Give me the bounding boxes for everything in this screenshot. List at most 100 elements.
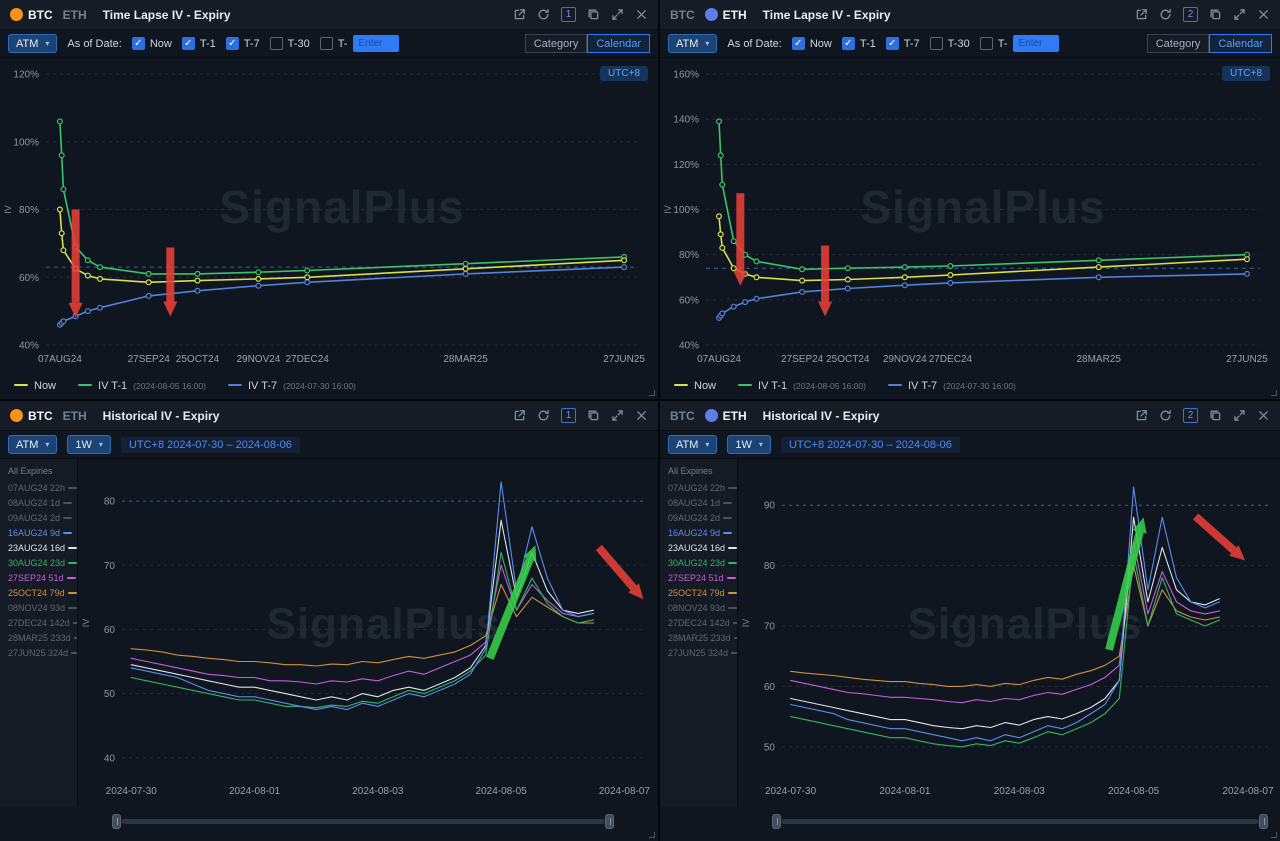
calendar-button[interactable]: Calendar bbox=[587, 34, 650, 53]
expand-icon[interactable] bbox=[611, 409, 624, 422]
timelapse-chart-btc[interactable]: UTC+8 SignalPlus 40% 60% 80% 100% 120% 07AUG24… bbox=[0, 58, 658, 373]
atm-dropdown[interactable]: ATM ▾ bbox=[8, 34, 58, 53]
checkbox-t30[interactable]: T-30 bbox=[269, 37, 310, 50]
panel-number-badge[interactable]: 1 bbox=[561, 408, 576, 423]
expiry-list-item[interactable]: 09AUG24 2d bbox=[0, 510, 77, 525]
expand-icon[interactable] bbox=[611, 8, 624, 21]
external-link-icon[interactable] bbox=[1135, 8, 1148, 21]
tab-btc[interactable]: BTC bbox=[10, 409, 53, 423]
refresh-icon[interactable] bbox=[537, 8, 550, 21]
timelapse-chart-eth[interactable]: UTC+8 SignalPlus 40% 60% 80% 100% 120% 140% 160… bbox=[660, 58, 1280, 373]
expiry-list-item[interactable]: 08AUG24 1d bbox=[0, 495, 77, 510]
legend-item-t7[interactable]: IV T-7 (2024-07-30 16:00) bbox=[227, 380, 356, 392]
expiry-list-item[interactable]: 07AUG24 22h bbox=[660, 480, 737, 495]
period-dropdown[interactable]: 1W ▾ bbox=[67, 435, 111, 454]
expiry-list-item[interactable]: 16AUG24 9d bbox=[0, 525, 77, 540]
copy-icon[interactable] bbox=[587, 409, 600, 422]
close-icon[interactable] bbox=[1257, 409, 1270, 422]
expiry-list-item[interactable]: 16AUG24 9d bbox=[660, 525, 737, 540]
tab-btc[interactable]: BTC bbox=[10, 8, 53, 22]
expiry-list-item[interactable]: 27JUN25 324d bbox=[0, 645, 77, 660]
tab-eth[interactable]: ETH bbox=[63, 8, 87, 22]
refresh-icon[interactable] bbox=[537, 409, 550, 422]
historical-chart-eth[interactable]: SignalPlus 50 60 70 80 90 2024-07-30 2024-08-01… bbox=[738, 459, 1280, 807]
checkbox-t1[interactable]: ✓ T-1 bbox=[841, 37, 876, 50]
t-custom-days-input[interactable] bbox=[1013, 35, 1060, 52]
category-button[interactable]: Category bbox=[1146, 34, 1210, 53]
expiry-list-item[interactable]: 07AUG24 22h bbox=[0, 480, 77, 495]
expiry-list-item[interactable]: 27SEP24 51d bbox=[660, 570, 737, 585]
expiry-list-item[interactable]: 08NOV24 93d bbox=[0, 600, 77, 615]
tab-btc[interactable]: BTC bbox=[670, 8, 695, 22]
expiry-list-item[interactable]: 25OCT24 79d bbox=[660, 585, 737, 600]
tab-eth[interactable]: ETH bbox=[63, 409, 87, 423]
expiry-list-item[interactable]: 30AUG24 23d bbox=[660, 555, 737, 570]
slider-selected-range[interactable] bbox=[122, 818, 604, 824]
calendar-button[interactable]: Calendar bbox=[1209, 34, 1272, 53]
expiry-list-item[interactable]: 25OCT24 79d bbox=[0, 585, 77, 600]
atm-dropdown[interactable]: ATM ▾ bbox=[668, 34, 718, 53]
refresh-icon[interactable] bbox=[1159, 8, 1172, 21]
tab-btc[interactable]: BTC bbox=[670, 409, 695, 423]
resize-handle[interactable] bbox=[1271, 832, 1277, 838]
expiry-list-item[interactable]: 23AUG24 16d bbox=[660, 540, 737, 555]
copy-icon[interactable] bbox=[1209, 8, 1222, 21]
external-link-icon[interactable] bbox=[1135, 409, 1148, 422]
resize-handle[interactable] bbox=[649, 832, 655, 838]
close-icon[interactable] bbox=[635, 409, 648, 422]
t-custom-days-input[interactable] bbox=[353, 35, 400, 52]
slider-handle-right[interactable] bbox=[1259, 813, 1268, 829]
slider-selected-range[interactable] bbox=[782, 818, 1258, 824]
checkbox-t-custom[interactable]: T- bbox=[319, 37, 347, 50]
expiry-list-item[interactable]: 27DEC24 142d bbox=[660, 615, 737, 630]
checkbox-now[interactable]: ✓ Now bbox=[791, 37, 832, 50]
expiry-list-item[interactable]: 09AUG24 2d bbox=[660, 510, 737, 525]
slider-handle-left[interactable] bbox=[772, 813, 781, 829]
copy-icon[interactable] bbox=[587, 8, 600, 21]
panel-number-badge[interactable]: 1 bbox=[561, 7, 576, 22]
slider-handle-left[interactable] bbox=[112, 813, 121, 829]
legend-item-now[interactable]: Now bbox=[14, 380, 56, 392]
checkbox-now[interactable]: ✓ Now bbox=[131, 37, 172, 50]
legend-item-t7[interactable]: IV T-7 (2024-07-30 16:00) bbox=[887, 380, 1016, 392]
panel-number-badge[interactable]: 2 bbox=[1183, 7, 1198, 22]
external-link-icon[interactable] bbox=[513, 409, 526, 422]
expiry-list-item[interactable]: 08AUG24 1d bbox=[660, 495, 737, 510]
expiry-list-item[interactable]: 28MAR25 233d bbox=[660, 630, 737, 645]
category-button[interactable]: Category bbox=[524, 34, 588, 53]
expiry-list-item[interactable]: 27JUN25 324d bbox=[660, 645, 737, 660]
expand-icon[interactable] bbox=[1233, 409, 1246, 422]
historical-chart-btc[interactable]: SignalPlus 40 50 60 70 80 2024-07-30 2024-08-01… bbox=[78, 459, 658, 807]
legend-item-now[interactable]: Now bbox=[674, 380, 716, 392]
atm-dropdown[interactable]: ATM ▾ bbox=[8, 435, 58, 454]
expand-icon[interactable] bbox=[1233, 8, 1246, 21]
external-link-icon[interactable] bbox=[513, 8, 526, 21]
expiry-list-item[interactable]: 08NOV24 93d bbox=[660, 600, 737, 615]
checkbox-t1[interactable]: ✓ T-1 bbox=[181, 37, 216, 50]
legend-item-t1[interactable]: IV T-1 (2024-08-05 16:00) bbox=[78, 380, 206, 392]
close-icon[interactable] bbox=[1257, 8, 1270, 21]
time-range-slider[interactable] bbox=[112, 813, 614, 829]
period-dropdown[interactable]: 1W ▾ bbox=[727, 435, 771, 454]
time-range-slider[interactable] bbox=[772, 813, 1268, 829]
panel-number-badge[interactable]: 2 bbox=[1183, 408, 1198, 423]
copy-icon[interactable] bbox=[1209, 409, 1222, 422]
checkbox-t7[interactable]: ✓ T-7 bbox=[885, 37, 920, 50]
refresh-icon[interactable] bbox=[1159, 409, 1172, 422]
atm-dropdown[interactable]: ATM ▾ bbox=[668, 435, 718, 454]
slider-handle-right[interactable] bbox=[605, 813, 614, 829]
expiry-list-item[interactable]: 28MAR25 233d bbox=[0, 630, 77, 645]
expiry-list-item[interactable]: 30AUG24 23d bbox=[0, 555, 77, 570]
expiry-list-item[interactable]: 27DEC24 142d bbox=[0, 615, 77, 630]
date-range[interactable]: UTC+8 2024-07-30 – 2024-08-06 bbox=[780, 436, 960, 453]
resize-handle[interactable] bbox=[649, 390, 655, 396]
resize-handle[interactable] bbox=[1271, 390, 1277, 396]
tab-eth[interactable]: ETH bbox=[704, 409, 747, 423]
tab-eth[interactable]: ETH bbox=[704, 8, 747, 22]
checkbox-t-custom[interactable]: T- bbox=[979, 37, 1007, 50]
close-icon[interactable] bbox=[635, 8, 648, 21]
legend-item-t1[interactable]: IV T-1 (2024-08-05 16:00) bbox=[738, 380, 866, 392]
checkbox-t30[interactable]: T-30 bbox=[929, 37, 970, 50]
checkbox-t7[interactable]: ✓ T-7 bbox=[225, 37, 260, 50]
expiry-list-item[interactable]: 27SEP24 51d bbox=[0, 570, 77, 585]
